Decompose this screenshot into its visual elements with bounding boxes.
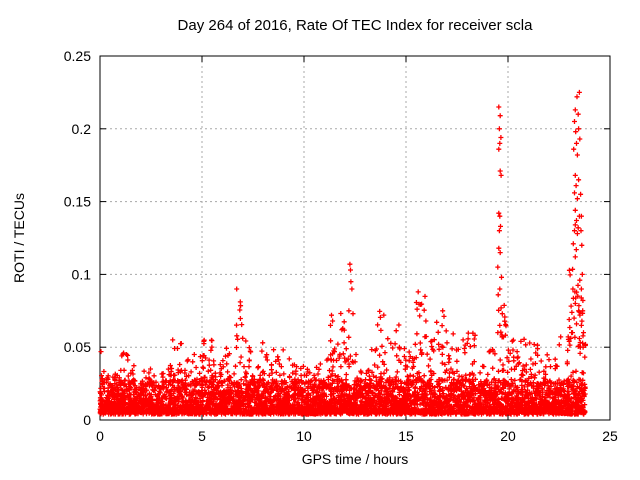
y-tick-label: 0.05 [64,339,91,355]
y-axis-label: ROTI / TECUs [11,193,27,283]
y-tick-labels: 0 0.05 0.1 0.15 0.2 0.25 [64,48,91,428]
x-tick-label: 15 [398,428,414,444]
x-tick-label: 0 [96,428,104,444]
x-tick-label: 20 [500,428,516,444]
gridlines [100,56,610,420]
axis-tick-marks [99,55,611,421]
scatter-points [97,89,588,417]
y-tick-label: 0.15 [64,194,91,210]
chart-title: Day 264 of 2016, Rate Of TEC Index for r… [178,17,534,34]
x-tick-label: 10 [296,428,312,444]
x-tick-label: 25 [602,428,618,444]
y-tick-label: 0.25 [64,48,91,64]
y-tick-label: 0.2 [72,121,92,137]
y-tick-label: 0.1 [72,266,92,282]
x-axis-label: GPS time / hours [302,451,409,467]
x-tick-labels: 0 5 10 15 20 25 [96,428,618,444]
y-tick-label: 0 [83,412,91,428]
x-tick-label: 5 [198,428,206,444]
plot-border [99,55,611,421]
